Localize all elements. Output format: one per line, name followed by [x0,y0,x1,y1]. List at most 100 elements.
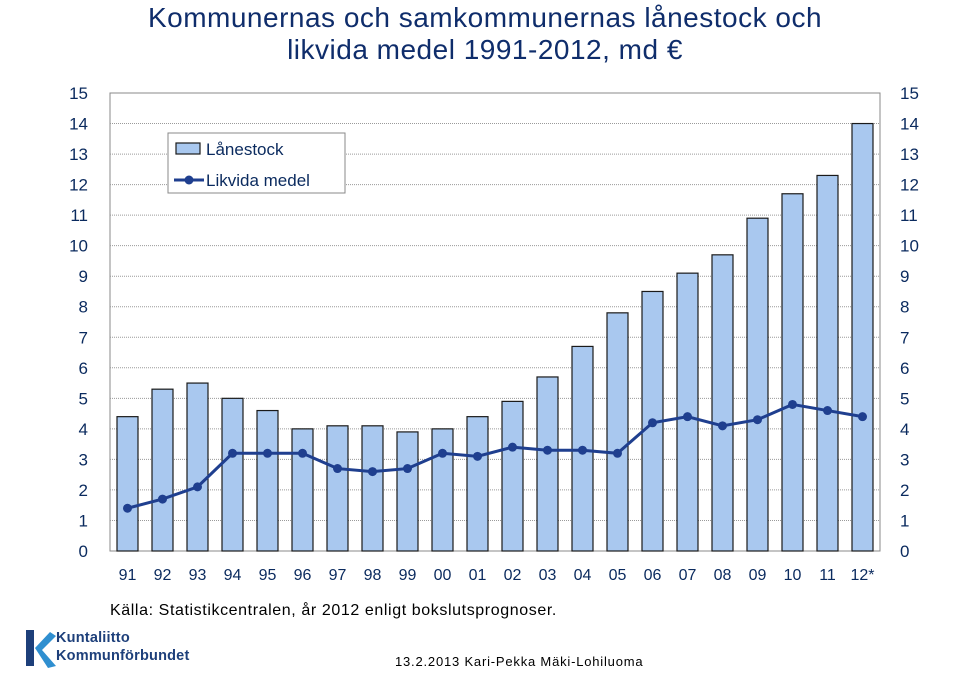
y-tick-label-right: 2 [900,481,909,500]
bar-lanestock [501,400,524,552]
y-tick-label-left: 6 [79,359,88,378]
y-tick-label-right: 12 [900,176,919,195]
y-tick-label-left: 9 [79,267,88,286]
chart-title-line2: likvida medel 1991-2012, md € [287,34,683,65]
point-likvida-medel [193,482,202,492]
y-tick-label-left: 10 [69,237,88,256]
bar-lanestock [851,122,874,552]
y-tick-label-left: 3 [79,450,88,469]
chart-title-line1: Kommunernas och samkommunernas lånestock… [147,2,823,33]
x-tick-label: 91 [119,567,137,584]
point-likvida-medel [578,445,587,455]
point-likvida-medel [543,445,552,455]
x-tick-label: 08 [714,567,732,584]
point-likvida-medel [508,442,517,452]
legend-label-likvida: Likvida medel [206,171,310,190]
x-tick-label: 09 [749,567,767,584]
y-tick-label-right: 3 [900,450,909,469]
bar-lanestock [746,217,769,552]
point-likvida-medel [648,418,657,428]
x-tick-label: 07 [679,567,697,584]
y-tick-label-left: 5 [79,389,88,408]
y-tick-label-right: 15 [900,84,919,103]
point-likvida-medel [333,464,342,474]
bar-lanestock [396,431,419,552]
legend-label-lanestock: Lånestock [206,140,284,159]
bar-lanestock [781,193,804,552]
point-likvida-medel [858,412,867,422]
point-likvida-medel [158,494,167,504]
bar-lanestock [326,425,349,552]
x-tick-label: 04 [574,567,592,584]
y-tick-label-right: 11 [900,206,918,225]
y-tick-label-right: 6 [900,359,909,378]
bar-lanestock [816,174,839,552]
point-likvida-medel [263,448,272,458]
y-tick-label-right: 1 [900,511,909,530]
line-likvida-medel [127,402,863,510]
bar-lanestock [291,428,314,552]
point-likvida-medel [228,448,237,458]
point-likvida-medel [753,415,762,425]
y-tick-label-left: 1 [79,511,88,530]
y-tick-label-left: 11 [70,206,88,225]
x-tick-label: 96 [294,567,312,584]
y-tick-label-right: 5 [900,389,909,408]
x-tick-label: 03 [539,567,557,584]
y-tick-label-left: 13 [69,145,88,164]
chart-title: Kommunernas och samkommunernas lånestock… [60,2,910,66]
logo-text-sv: Kommunförbundet [56,648,190,664]
point-likvida-medel [298,448,307,458]
y-tick-label-left: 0 [79,542,88,561]
logo-text-fi: Kuntaliitto [56,630,130,646]
y-tick-label-right: 10 [900,237,919,256]
y-tick-label-right: 7 [900,328,909,347]
point-likvida-medel [123,503,132,513]
y-tick-label-left: 15 [69,84,88,103]
y-tick-label-right: 9 [900,267,909,286]
bar-lanestock [151,388,174,552]
point-likvida-medel [368,467,377,477]
y-tick-label-right: 4 [900,420,909,439]
plot-frame [109,92,881,552]
bar-lanestock [431,428,454,552]
kuntaliitto-logo: Kuntaliitto Kommunförbundet [22,626,222,674]
x-tick-label: 02 [504,567,522,584]
bar-lanestock [116,416,139,552]
x-tick-label: 10 [784,567,802,584]
bar-lanestock [536,376,559,552]
point-likvida-medel [438,448,447,458]
y-tick-label-left: 8 [79,298,88,317]
point-likvida-medel [473,451,482,461]
point-likvida-medel [718,421,727,431]
x-tick-label: 99 [399,567,417,584]
x-tick-label: 06 [644,567,662,584]
y-tick-label-right: 13 [900,145,919,164]
x-tick-label: 95 [259,567,277,584]
y-tick-label-left: 14 [69,115,88,134]
logo-mark-icon [26,630,56,668]
x-tick-label: 93 [189,567,207,584]
x-tick-label: 12* [850,567,874,584]
y-tick-label-right: 0 [900,542,909,561]
bar-lanestock [221,397,244,552]
point-likvida-medel [788,399,797,409]
legend-swatch-bar [175,142,201,155]
x-tick-label: 94 [224,567,242,584]
footer-date-author: 13.2.2013 Kari-Pekka Mäki-Lohiluoma [395,654,644,669]
x-tick-label: 00 [434,567,452,584]
x-tick-label: 01 [469,567,487,584]
y-tick-label-left: 7 [79,328,88,347]
y-tick-label-right: 8 [900,298,909,317]
bar-lanestock [361,425,384,552]
legend-swatch-point [184,175,194,185]
y-tick-label-right: 14 [900,115,919,134]
bar-lanestock [466,416,489,552]
y-tick-label-left: 12 [69,176,88,195]
bar-lanestock [186,382,209,552]
bar-lanestock [676,272,699,552]
source-note: Källa: Statistikcentralen, år 2012 enlig… [110,602,557,619]
bar-lanestock [711,254,734,552]
y-tick-label-left: 2 [79,481,88,500]
